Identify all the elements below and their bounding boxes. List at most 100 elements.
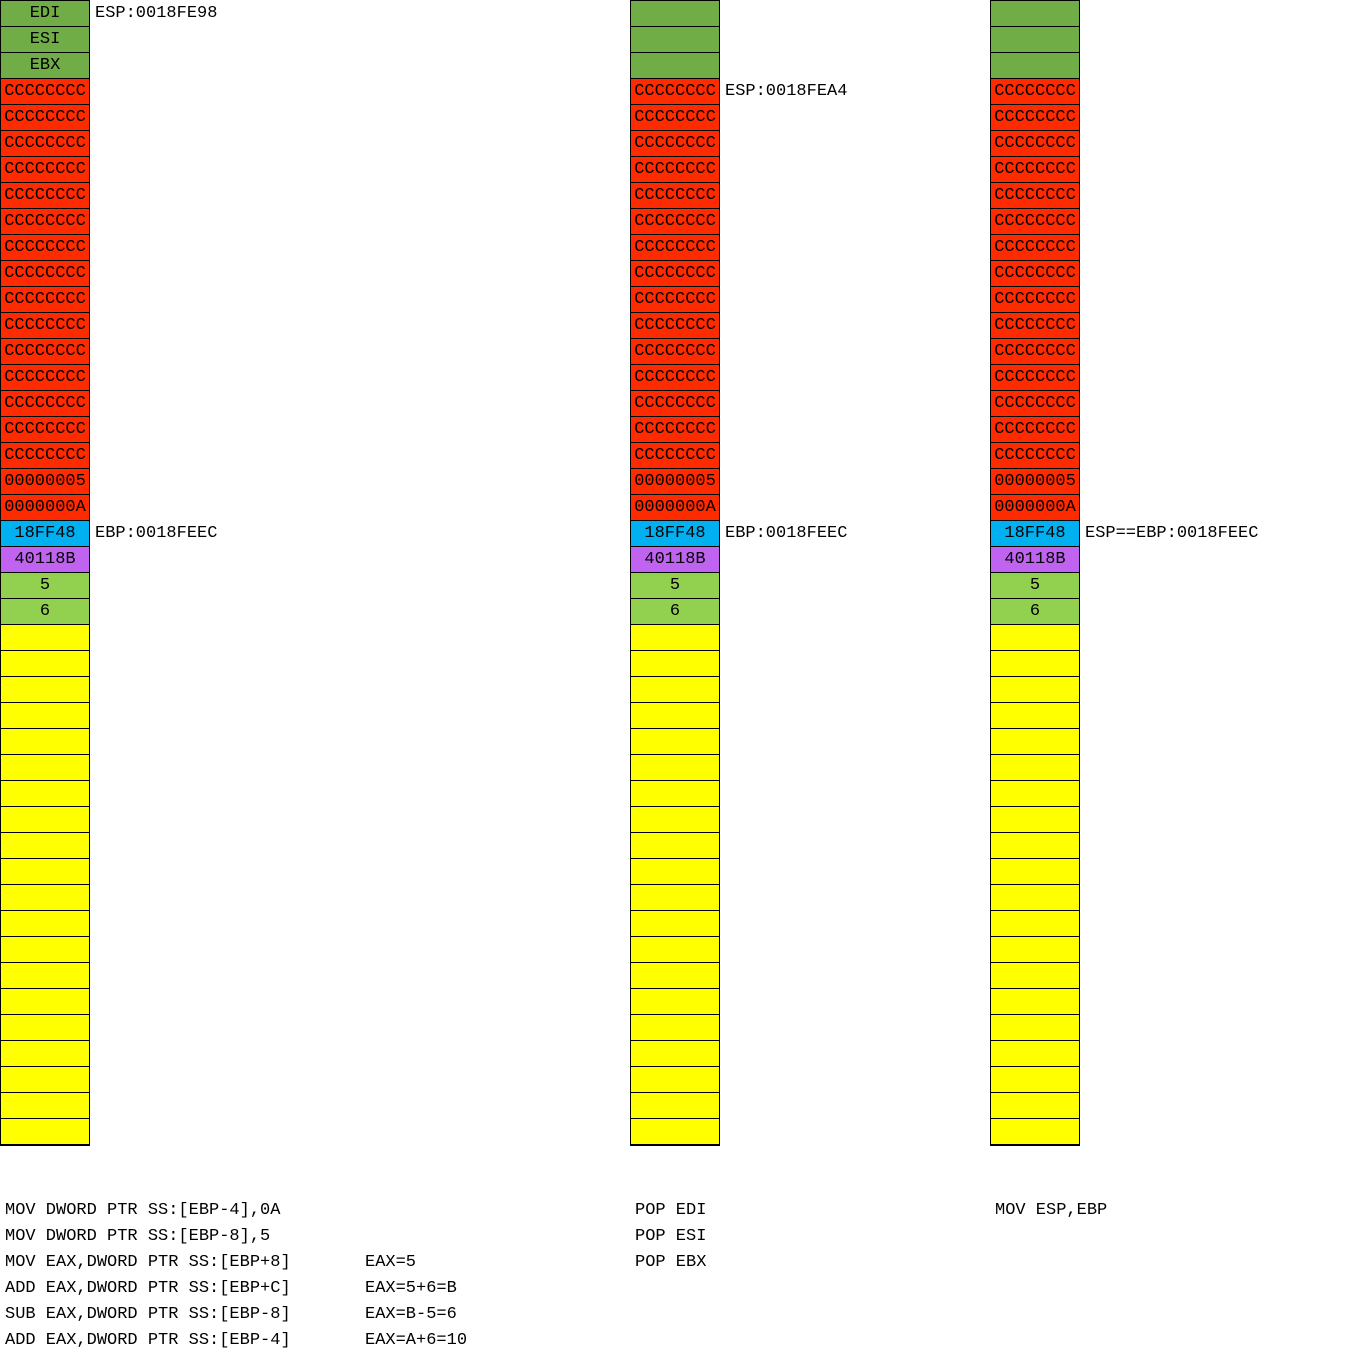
uninitialized-cell: CCCCCCCC: [991, 339, 1079, 365]
uninitialized-cell: CCCCCCCC: [631, 391, 719, 417]
free-stack-cell: [991, 833, 1079, 859]
free-stack-cell: [991, 1067, 1079, 1093]
free-stack-cell: [631, 625, 719, 651]
value-cell: 5: [1, 573, 89, 599]
asm-instruction: SUB EAX,DWORD PTR SS:[EBP-8]: [5, 1305, 291, 1324]
free-stack-cell: [991, 989, 1079, 1015]
asm-line: SUB EAX,DWORD PTR SS:[EBP-8] EAX=B-5=6: [5, 1302, 625, 1328]
free-stack-cell: [1, 729, 89, 755]
uninitialized-cell: CCCCCCCC: [991, 105, 1079, 131]
uninitialized-cell: CCCCCCCC: [631, 105, 719, 131]
value-cell: 0000000A: [631, 495, 719, 521]
asm-line: POP ESI: [635, 1224, 1255, 1250]
asm-instruction: MOV DWORD PTR SS:[EBP-4],0A: [5, 1201, 281, 1220]
pointer-label: ESP==EBP:0018FEEC: [1085, 524, 1259, 543]
asm-remark: EAX=B-5=6: [365, 1305, 457, 1324]
uninitialized-cell: CCCCCCCC: [991, 183, 1079, 209]
free-stack-cell: [631, 937, 719, 963]
uninitialized-cell: CCCCCCCC: [631, 209, 719, 235]
free-stack-cell: [631, 859, 719, 885]
free-stack-cell: [991, 807, 1079, 833]
free-stack-cell: [1, 781, 89, 807]
value-cell: 0000000A: [1, 495, 89, 521]
stack-column-1: EDI ESI EBX CCCCCCCC CCCCCCCC CCCCCCCC CCCCCCC…: [0, 0, 217, 1146]
stack-column-3: CCCCCCCC CCCCCCCC CCCCCCCC CCCCCCCC CCCCCCCC…: [990, 0, 1258, 1146]
uninitialized-cell: CCCCCCCC: [991, 261, 1079, 287]
free-stack-cell: [1, 807, 89, 833]
asm-instruction: MOV DWORD PTR SS:[EBP-8],5: [5, 1227, 271, 1246]
free-stack-cell: [1, 937, 89, 963]
free-stack-cell: [1, 989, 89, 1015]
uninitialized-cell: CCCCCCCC: [1, 209, 89, 235]
uninitialized-cell: CCCCCCCC: [991, 417, 1079, 443]
value-cell: 40118B: [631, 547, 719, 573]
value-cell: 00000005: [991, 469, 1079, 495]
uninitialized-cell: CCCCCCCC: [991, 365, 1079, 391]
uninitialized-cell: CCCCCCCC: [631, 235, 719, 261]
value-cell: 18FF48: [631, 521, 719, 547]
value-cell: 6: [991, 599, 1079, 625]
uninitialized-cell: CCCCCCCC: [1, 157, 89, 183]
free-stack-cell: [631, 1119, 719, 1145]
value-cell: 0000000A: [991, 495, 1079, 521]
uninitialized-cell: CCCCCCCC: [991, 157, 1079, 183]
uninitialized-cell: CCCCCCCC: [1, 183, 89, 209]
register-cell: [631, 27, 719, 53]
register-cell: [631, 1, 719, 27]
free-stack-cell: [1, 885, 89, 911]
free-stack-cell: [991, 729, 1079, 755]
register-cell: [631, 53, 719, 79]
asm-instruction: ADD EAX,DWORD PTR SS:[EBP-4]: [5, 1331, 291, 1350]
free-stack-cell: [631, 1015, 719, 1041]
free-stack-cell: [1, 625, 89, 651]
asm-line: POP EDI: [635, 1198, 1255, 1224]
uninitialized-cell: CCCCCCCC: [991, 391, 1079, 417]
asm-line: ADD EAX,DWORD PTR SS:[EBP-4] EAX=A+6=10: [5, 1328, 625, 1353]
asm-line: ADD EAX,DWORD PTR SS:[EBP+C] EAX=5+6=B: [5, 1276, 625, 1302]
uninitialized-cell: CCCCCCCC: [991, 131, 1079, 157]
asm-instruction: MOV EAX,DWORD PTR SS:[EBP+8]: [5, 1253, 291, 1272]
uninitialized-cell: CCCCCCCC: [631, 79, 719, 105]
asm-line: MOV ESP,EBP: [995, 1198, 1351, 1224]
uninitialized-cell: CCCCCCCC: [631, 365, 719, 391]
asm-instruction: POP EBX: [635, 1253, 707, 1272]
free-stack-cell: [991, 937, 1079, 963]
asm-line: MOV EAX,DWORD PTR SS:[EBP+8] EAX=5: [5, 1250, 625, 1276]
uninitialized-cell: CCCCCCCC: [631, 157, 719, 183]
uninitialized-cell: CCCCCCCC: [631, 131, 719, 157]
free-stack-cell: [631, 807, 719, 833]
uninitialized-cell: CCCCCCCC: [1, 339, 89, 365]
free-stack-cell: [631, 755, 719, 781]
value-cell: 40118B: [1, 547, 89, 573]
free-stack-cell: [991, 1041, 1079, 1067]
free-stack-cell: [991, 859, 1079, 885]
free-stack-cell: [1, 963, 89, 989]
uninitialized-cell: CCCCCCCC: [631, 417, 719, 443]
free-stack-cell: [991, 911, 1079, 937]
uninitialized-cell: CCCCCCCC: [631, 313, 719, 339]
uninitialized-cell: CCCCCCCC: [1, 235, 89, 261]
free-stack-cell: [1, 677, 89, 703]
free-stack-cell: [631, 911, 719, 937]
free-stack-cell: [1, 1093, 89, 1119]
register-cell: EDI: [1, 1, 89, 27]
free-stack-cell: [631, 989, 719, 1015]
value-cell: 18FF48: [991, 521, 1079, 547]
uninitialized-cell: CCCCCCCC: [1, 287, 89, 313]
free-stack-cell: [631, 677, 719, 703]
free-stack-cell: [1, 833, 89, 859]
value-cell: 00000005: [631, 469, 719, 495]
asm-instruction: ADD EAX,DWORD PTR SS:[EBP+C]: [5, 1279, 291, 1298]
value-cell: 5: [991, 573, 1079, 599]
uninitialized-cell: CCCCCCCC: [1, 417, 89, 443]
free-stack-cell: [631, 781, 719, 807]
pointer-label: EBP:0018FEEC: [95, 524, 218, 543]
asm-line: MOV DWORD PTR SS:[EBP-8],5: [5, 1224, 625, 1250]
value-cell: 5: [631, 573, 719, 599]
uninitialized-cell: CCCCCCCC: [1, 443, 89, 469]
pointer-label: ESP:0018FE98: [95, 4, 218, 23]
free-stack-cell: [1, 859, 89, 885]
free-stack-cell: [1, 651, 89, 677]
register-cell: [991, 1, 1079, 27]
uninitialized-cell: CCCCCCCC: [991, 313, 1079, 339]
